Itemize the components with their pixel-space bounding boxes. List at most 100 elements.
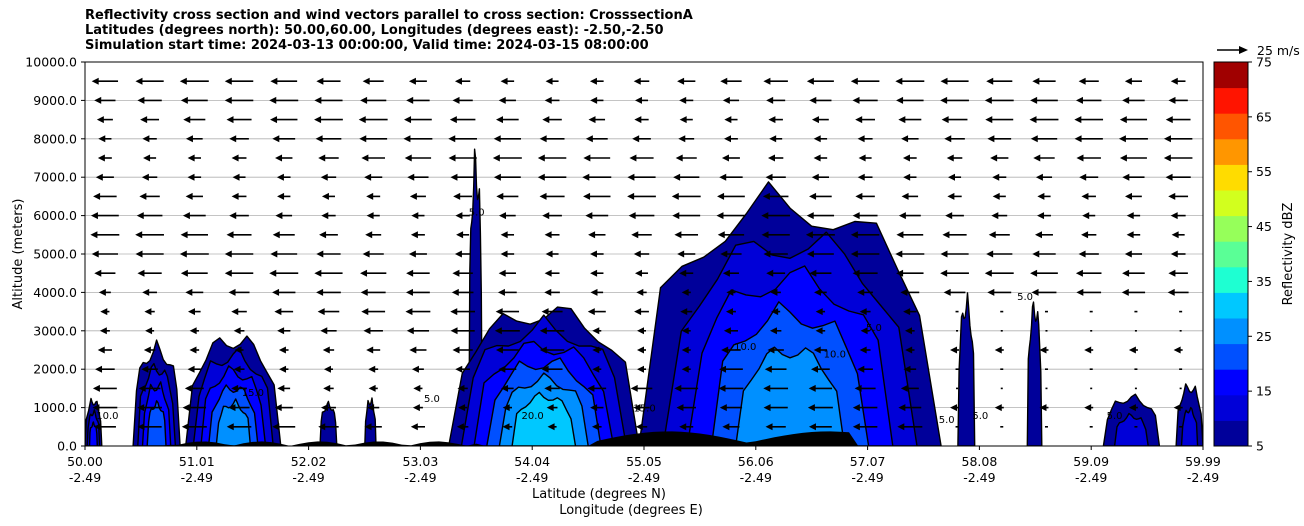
wind-arrowhead	[137, 96, 145, 104]
wind-arrowhead	[452, 96, 460, 104]
wind-arrowhead	[90, 231, 98, 239]
contour-label: 5.0	[424, 394, 440, 405]
colorbar-segment	[1214, 164, 1248, 191]
wind-arrowhead	[320, 327, 328, 335]
wind-arrowhead	[188, 308, 196, 316]
wind-arrowhead	[539, 346, 547, 354]
wind-arrowhead	[896, 96, 904, 104]
wind-arrowhead	[811, 116, 819, 124]
wind-arrowhead	[495, 308, 503, 316]
wind-arrowhead	[406, 96, 414, 104]
colorbar-segment	[1214, 138, 1248, 165]
wind-arrowhead	[903, 308, 911, 316]
wind-arrowhead	[672, 212, 680, 220]
wind-arrowhead	[806, 212, 814, 220]
wind-arrowhead	[544, 269, 552, 277]
title-line-3: Simulation start time: 2024-03-13 00:00:…	[85, 38, 649, 53]
wind-arrowhead	[766, 269, 774, 277]
wind-arrowhead	[725, 308, 733, 316]
colorbar-segment	[1214, 87, 1248, 114]
wind-arrowhead	[187, 154, 195, 162]
wind-arrowhead	[991, 212, 999, 220]
wind-arrowhead	[674, 231, 682, 239]
wind-arrowhead	[276, 173, 284, 181]
wind-arrowhead	[100, 308, 108, 316]
wind-arrowhead	[677, 77, 685, 85]
y-axis-label: Altitude (meters)	[11, 199, 26, 310]
colorbar-tick-label: 15	[1256, 384, 1272, 399]
wind-arrowhead	[681, 346, 689, 354]
wind-arrowhead	[317, 308, 325, 316]
wind-arrowhead	[629, 154, 637, 162]
wind-arrowhead	[500, 231, 508, 239]
wind-arrowhead	[314, 116, 322, 124]
colorbar-segment	[1214, 420, 1248, 447]
wind-arrowhead	[494, 327, 502, 335]
wind-arrowhead	[95, 365, 103, 373]
wind-arrowhead	[719, 404, 727, 412]
wind-arrowhead	[411, 212, 419, 220]
wind-arrowhead	[811, 173, 819, 181]
x-axis-label-latitude: Latitude (degrees N)	[532, 487, 666, 502]
wind-arrowhead	[270, 77, 278, 85]
wind-arrowhead	[97, 346, 105, 354]
wind-arrowhead	[1128, 346, 1136, 354]
wind-arrowhead	[1081, 231, 1089, 239]
wind-arrowhead	[360, 288, 368, 296]
wind-arrowhead	[316, 288, 324, 296]
contour-label: 15.0	[242, 388, 264, 399]
wind-arrowhead	[537, 173, 545, 181]
wind-arrowhead	[184, 384, 192, 392]
wind-arrowhead	[228, 404, 236, 412]
wind-arrowhead	[404, 154, 412, 162]
wind-arrowhead	[318, 154, 326, 162]
wind-arrowhead	[233, 365, 241, 373]
x-axis-label-longitude: Longitude (degrees E)	[559, 503, 703, 518]
wind-arrowhead	[722, 96, 730, 104]
x-tick-label-lat: 59.09	[1073, 454, 1109, 469]
wind-arrowhead	[364, 423, 372, 431]
wind-arrowhead	[901, 192, 909, 200]
wind-arrowhead	[135, 77, 143, 85]
wind-arrowhead	[316, 77, 324, 85]
wind-arrowhead	[547, 423, 555, 431]
wind-arrowhead	[358, 116, 366, 124]
wind-arrowhead	[590, 269, 598, 277]
wind-arrowhead	[1035, 231, 1043, 239]
wind-arrowhead	[274, 404, 282, 412]
wind-arrowhead	[1173, 404, 1181, 412]
wind-arrowhead	[318, 423, 326, 431]
wind-arrowhead	[722, 269, 730, 277]
wind-arrowhead	[94, 96, 102, 104]
wind-arrowhead	[410, 423, 418, 431]
wind-arrowhead	[455, 365, 463, 373]
x-tick-label-lat: 55.05	[626, 454, 662, 469]
wind-arrowhead	[545, 250, 553, 258]
wind-arrowhead	[269, 269, 277, 277]
wind-arrowhead	[1165, 173, 1173, 181]
wind-arrowhead	[98, 288, 106, 296]
wind-arrowhead	[449, 116, 457, 124]
wind-arrowhead	[717, 231, 725, 239]
reflectivity-contour	[146, 400, 167, 446]
quiver-key-arrowhead	[1239, 46, 1248, 54]
wind-arrowhead	[187, 365, 195, 373]
wind-arrowhead	[679, 116, 687, 124]
wind-arrowhead	[583, 192, 591, 200]
x-tick-label-lon: -2.49	[628, 470, 660, 485]
wind-arrowhead	[852, 404, 860, 412]
wind-arrowhead	[945, 212, 953, 220]
x-axis: 50.00-2.4951.01-2.4952.02-2.4953.03-2.49…	[67, 446, 1221, 485]
wind-arrowhead	[987, 135, 995, 143]
wind-arrowhead	[723, 327, 731, 335]
wind-arrowhead	[763, 404, 771, 412]
wind-arrowhead	[854, 384, 862, 392]
wind-arrowhead	[1122, 173, 1130, 181]
contour-label: 5.0	[1017, 292, 1033, 303]
wind-arrowhead	[183, 116, 191, 124]
y-tick-label: 1000.0	[33, 400, 77, 415]
wind-arrowhead	[272, 423, 280, 431]
wind-arrowhead	[274, 308, 282, 316]
wind-arrowhead	[633, 250, 641, 258]
wind-arrowhead	[362, 77, 370, 85]
